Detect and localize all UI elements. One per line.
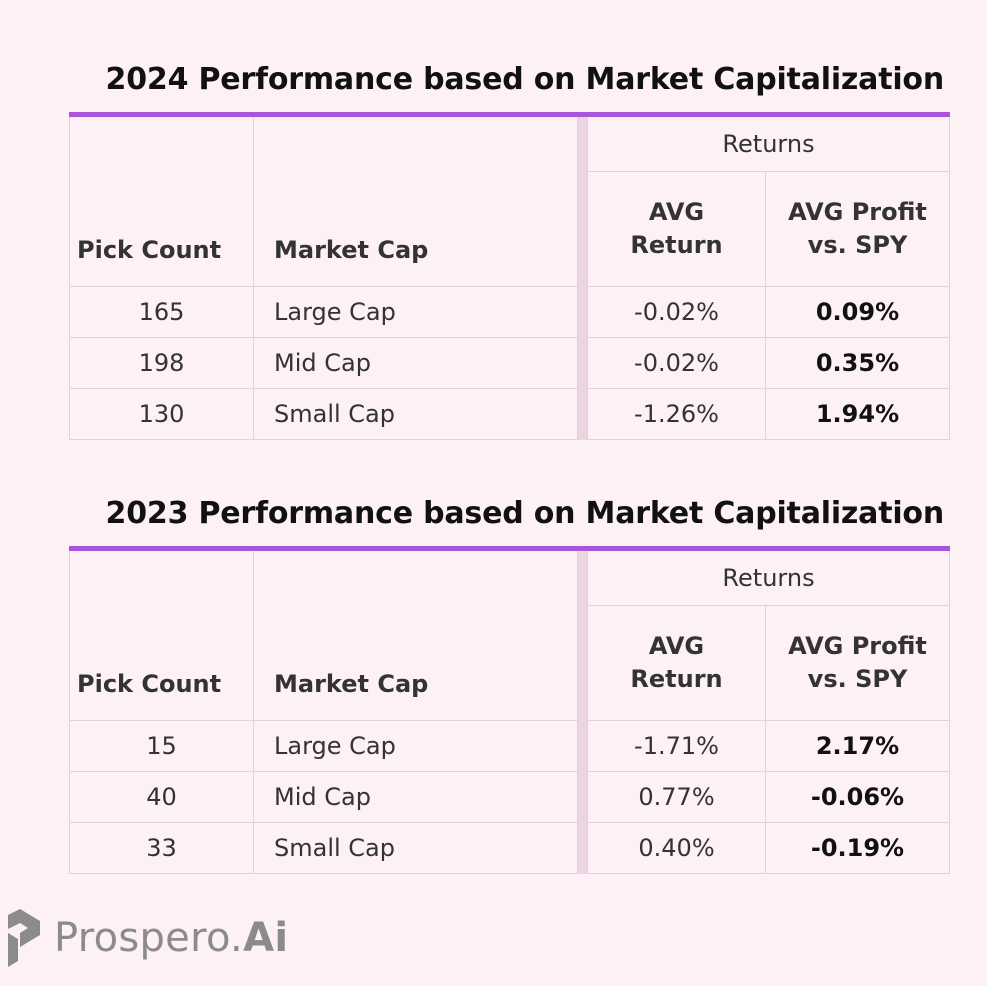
avg-return-cell: -0.02%: [587, 337, 766, 389]
market-cap-cell: Small Cap: [253, 822, 578, 874]
market-cap-cell: Large Cap: [253, 720, 578, 772]
avg-return-cell: -1.26%: [587, 388, 766, 440]
header-avg-return: AVG Return: [587, 605, 766, 721]
section-title: 2023 Performance based on Market Capital…: [105, 496, 945, 531]
header-avg-profit: AVG Profit vs. SPY: [765, 171, 950, 287]
column-divider: [577, 546, 588, 721]
header-avg-return-line1: AVG: [648, 632, 705, 660]
table-row: 198 Mid Cap -0.02% 0.35%: [69, 337, 950, 389]
pick-count-cell: 15: [69, 720, 254, 772]
header-avg-profit-line2: vs. SPY: [807, 231, 908, 259]
avg-return-cell: 0.40%: [587, 822, 766, 874]
market-cap-cell: Mid Cap: [253, 771, 578, 823]
header-avg-profit: AVG Profit vs. SPY: [765, 605, 950, 721]
header-pick-count: Pick Count: [69, 546, 254, 721]
pick-count-cell: 165: [69, 286, 254, 338]
brand-name-part2: Ai: [243, 915, 289, 961]
column-divider: [577, 112, 588, 287]
prospero-logo: Prospero.Ai: [6, 908, 288, 968]
header-avg-profit-line1: AVG Profit: [788, 198, 927, 226]
market-cap-cell: Mid Cap: [253, 337, 578, 389]
brand-name: Prospero.Ai: [54, 915, 288, 961]
column-divider: [577, 771, 588, 823]
prospero-logo-icon: [8, 909, 40, 967]
column-divider: [577, 286, 588, 338]
pick-count-cell: 198: [69, 337, 254, 389]
header-returns: Returns: [587, 546, 950, 606]
avg-profit-cell: -0.19%: [765, 822, 950, 874]
table-row: 40 Mid Cap 0.77% -0.06%: [69, 771, 950, 823]
performance-table: Pick Count Market Cap Returns AVG Return…: [69, 546, 950, 874]
column-divider: [577, 388, 588, 440]
header-avg-profit-line2: vs. SPY: [807, 665, 908, 693]
pick-count-cell: 130: [69, 388, 254, 440]
market-cap-cell: Small Cap: [253, 388, 578, 440]
header-avg-return-line2: Return: [630, 231, 723, 259]
table-row: 15 Large Cap -1.71% 2.17%: [69, 720, 950, 772]
table-row: 165 Large Cap -0.02% 0.09%: [69, 286, 950, 338]
avg-return-cell: -1.71%: [587, 720, 766, 772]
market-cap-cell: Large Cap: [253, 286, 578, 338]
section-title: 2024 Performance based on Market Capital…: [105, 62, 945, 97]
header-market-cap: Market Cap: [253, 112, 578, 287]
table-row: 130 Small Cap -1.26% 1.94%: [69, 388, 950, 440]
pick-count-cell: 33: [69, 822, 254, 874]
table-row: 33 Small Cap 0.40% -0.19%: [69, 822, 950, 874]
avg-profit-cell: 2.17%: [765, 720, 950, 772]
performance-table: Pick Count Market Cap Returns AVG Return…: [69, 112, 950, 440]
header-avg-profit-line1: AVG Profit: [788, 632, 927, 660]
header-pick-count: Pick Count: [69, 112, 254, 287]
avg-return-cell: -0.02%: [587, 286, 766, 338]
avg-profit-cell: 1.94%: [765, 388, 950, 440]
avg-return-cell: 0.77%: [587, 771, 766, 823]
header-avg-return-line1: AVG: [648, 198, 705, 226]
column-divider: [577, 822, 588, 874]
pick-count-cell: 40: [69, 771, 254, 823]
column-divider: [577, 720, 588, 772]
column-divider: [577, 337, 588, 389]
header-returns: Returns: [587, 112, 950, 172]
brand-name-part1: Prospero.: [54, 915, 244, 961]
avg-profit-cell: 0.35%: [765, 337, 950, 389]
avg-profit-cell: -0.06%: [765, 771, 950, 823]
header-avg-return: AVG Return: [587, 171, 766, 287]
avg-profit-cell: 0.09%: [765, 286, 950, 338]
header-market-cap: Market Cap: [253, 546, 578, 721]
header-avg-return-line2: Return: [630, 665, 723, 693]
